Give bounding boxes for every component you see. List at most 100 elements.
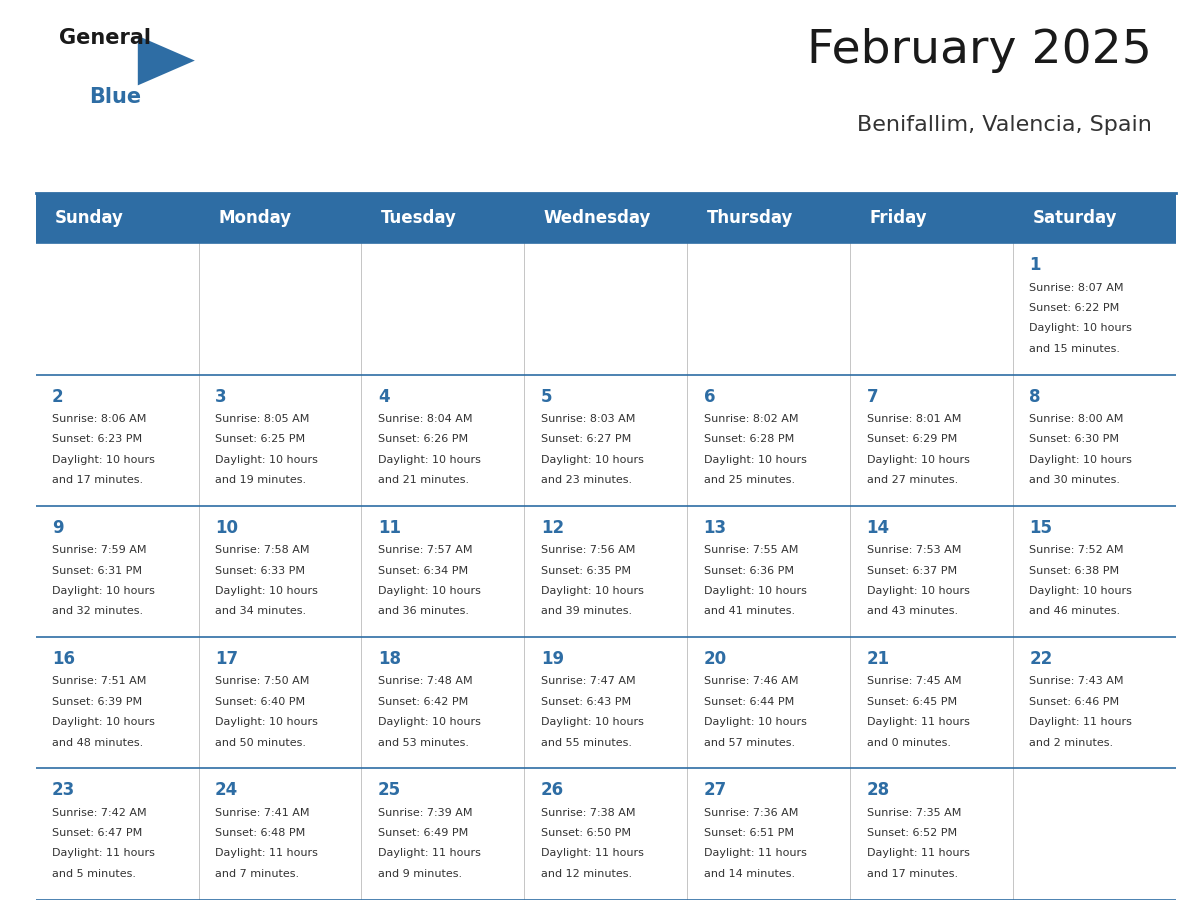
Text: Daylight: 10 hours: Daylight: 10 hours	[541, 454, 644, 465]
Text: 24: 24	[215, 781, 238, 800]
Text: and 53 minutes.: and 53 minutes.	[378, 737, 469, 747]
Text: February 2025: February 2025	[808, 28, 1152, 73]
Text: 9: 9	[52, 519, 63, 537]
Text: General: General	[59, 28, 151, 48]
Text: Daylight: 10 hours: Daylight: 10 hours	[378, 717, 481, 727]
Text: Sunset: 6:45 PM: Sunset: 6:45 PM	[866, 697, 956, 707]
Text: and 34 minutes.: and 34 minutes.	[215, 606, 307, 616]
Text: Sunrise: 7:39 AM: Sunrise: 7:39 AM	[378, 808, 473, 818]
Text: Sunset: 6:40 PM: Sunset: 6:40 PM	[215, 697, 305, 707]
Text: Sunrise: 8:06 AM: Sunrise: 8:06 AM	[52, 414, 146, 424]
Text: and 19 minutes.: and 19 minutes.	[215, 475, 307, 485]
Text: 14: 14	[866, 519, 890, 537]
Text: Sunrise: 7:59 AM: Sunrise: 7:59 AM	[52, 545, 146, 555]
Text: 26: 26	[541, 781, 564, 800]
Text: Sunset: 6:26 PM: Sunset: 6:26 PM	[378, 434, 468, 444]
Text: Sunset: 6:25 PM: Sunset: 6:25 PM	[215, 434, 305, 444]
Text: Daylight: 10 hours: Daylight: 10 hours	[866, 454, 969, 465]
Text: and 27 minutes.: and 27 minutes.	[866, 475, 958, 485]
Text: Sunset: 6:52 PM: Sunset: 6:52 PM	[866, 828, 956, 838]
Text: Sunset: 6:38 PM: Sunset: 6:38 PM	[1030, 565, 1119, 576]
Text: Sunrise: 8:03 AM: Sunrise: 8:03 AM	[541, 414, 636, 424]
Text: Sunrise: 7:52 AM: Sunrise: 7:52 AM	[1030, 545, 1124, 555]
Text: Daylight: 11 hours: Daylight: 11 hours	[52, 848, 154, 858]
Text: 6: 6	[703, 387, 715, 406]
Text: 20: 20	[703, 650, 727, 668]
Text: Sunset: 6:22 PM: Sunset: 6:22 PM	[1030, 303, 1120, 313]
Text: and 17 minutes.: and 17 minutes.	[52, 475, 143, 485]
Text: Thursday: Thursday	[707, 209, 794, 227]
Text: and 25 minutes.: and 25 minutes.	[703, 475, 795, 485]
Text: 28: 28	[866, 781, 890, 800]
Text: Daylight: 10 hours: Daylight: 10 hours	[52, 717, 154, 727]
Text: Sunset: 6:42 PM: Sunset: 6:42 PM	[378, 697, 468, 707]
Text: Sunset: 6:34 PM: Sunset: 6:34 PM	[378, 565, 468, 576]
Text: and 17 minutes.: and 17 minutes.	[866, 868, 958, 879]
Text: and 12 minutes.: and 12 minutes.	[541, 868, 632, 879]
Text: Sunset: 6:31 PM: Sunset: 6:31 PM	[52, 565, 141, 576]
Text: Sunset: 6:27 PM: Sunset: 6:27 PM	[541, 434, 631, 444]
Text: Sunrise: 7:46 AM: Sunrise: 7:46 AM	[703, 677, 798, 687]
Text: Sunset: 6:29 PM: Sunset: 6:29 PM	[866, 434, 956, 444]
Text: Daylight: 10 hours: Daylight: 10 hours	[1030, 454, 1132, 465]
Text: Sunset: 6:28 PM: Sunset: 6:28 PM	[703, 434, 794, 444]
Text: 10: 10	[215, 519, 238, 537]
Text: and 48 minutes.: and 48 minutes.	[52, 737, 144, 747]
Text: Sunrise: 7:35 AM: Sunrise: 7:35 AM	[866, 808, 961, 818]
Text: 13: 13	[703, 519, 727, 537]
Text: Sunset: 6:51 PM: Sunset: 6:51 PM	[703, 828, 794, 838]
Text: and 7 minutes.: and 7 minutes.	[215, 868, 299, 879]
Text: Sunrise: 7:45 AM: Sunrise: 7:45 AM	[866, 677, 961, 687]
Text: 19: 19	[541, 650, 564, 668]
Text: Friday: Friday	[870, 209, 928, 227]
Text: Daylight: 10 hours: Daylight: 10 hours	[541, 586, 644, 596]
Text: Daylight: 10 hours: Daylight: 10 hours	[378, 586, 481, 596]
Text: Sunrise: 7:50 AM: Sunrise: 7:50 AM	[215, 677, 309, 687]
Text: and 15 minutes.: and 15 minutes.	[1030, 343, 1120, 353]
Text: Sunset: 6:35 PM: Sunset: 6:35 PM	[541, 565, 631, 576]
Text: Sunrise: 8:02 AM: Sunrise: 8:02 AM	[703, 414, 798, 424]
Text: and 43 minutes.: and 43 minutes.	[866, 606, 958, 616]
Text: Sunrise: 7:56 AM: Sunrise: 7:56 AM	[541, 545, 636, 555]
Text: and 50 minutes.: and 50 minutes.	[215, 737, 305, 747]
Text: Daylight: 10 hours: Daylight: 10 hours	[1030, 586, 1132, 596]
Text: and 41 minutes.: and 41 minutes.	[703, 606, 795, 616]
Text: Daylight: 10 hours: Daylight: 10 hours	[378, 454, 481, 465]
Text: Sunset: 6:48 PM: Sunset: 6:48 PM	[215, 828, 305, 838]
Text: and 55 minutes.: and 55 minutes.	[541, 737, 632, 747]
Text: Sunset: 6:37 PM: Sunset: 6:37 PM	[866, 565, 956, 576]
Text: 1: 1	[1030, 256, 1041, 274]
Text: Sunrise: 7:36 AM: Sunrise: 7:36 AM	[703, 808, 798, 818]
Text: Sunset: 6:23 PM: Sunset: 6:23 PM	[52, 434, 143, 444]
Text: Saturday: Saturday	[1032, 209, 1117, 227]
Text: Sunset: 6:50 PM: Sunset: 6:50 PM	[541, 828, 631, 838]
Text: 12: 12	[541, 519, 564, 537]
Text: 17: 17	[215, 650, 238, 668]
Text: and 23 minutes.: and 23 minutes.	[541, 475, 632, 485]
Text: Sunrise: 7:55 AM: Sunrise: 7:55 AM	[703, 545, 798, 555]
Text: Daylight: 10 hours: Daylight: 10 hours	[215, 454, 317, 465]
Text: Sunrise: 8:05 AM: Sunrise: 8:05 AM	[215, 414, 309, 424]
Text: Daylight: 11 hours: Daylight: 11 hours	[866, 848, 969, 858]
Text: Daylight: 10 hours: Daylight: 10 hours	[541, 717, 644, 727]
Text: Sunrise: 7:48 AM: Sunrise: 7:48 AM	[378, 677, 473, 687]
Text: Sunset: 6:43 PM: Sunset: 6:43 PM	[541, 697, 631, 707]
Text: Benifallim, Valencia, Spain: Benifallim, Valencia, Spain	[858, 115, 1152, 135]
Text: Daylight: 10 hours: Daylight: 10 hours	[52, 454, 154, 465]
Text: and 57 minutes.: and 57 minutes.	[703, 737, 795, 747]
Text: Sunrise: 7:43 AM: Sunrise: 7:43 AM	[1030, 677, 1124, 687]
Text: 8: 8	[1030, 387, 1041, 406]
Text: 11: 11	[378, 519, 400, 537]
Text: Sunset: 6:44 PM: Sunset: 6:44 PM	[703, 697, 794, 707]
Text: Sunset: 6:47 PM: Sunset: 6:47 PM	[52, 828, 143, 838]
Text: and 21 minutes.: and 21 minutes.	[378, 475, 469, 485]
Text: Blue: Blue	[89, 87, 141, 107]
Text: 3: 3	[215, 387, 227, 406]
Text: Wednesday: Wednesday	[544, 209, 651, 227]
Text: 21: 21	[866, 650, 890, 668]
Text: Sunrise: 7:42 AM: Sunrise: 7:42 AM	[52, 808, 146, 818]
Text: Sunset: 6:49 PM: Sunset: 6:49 PM	[378, 828, 468, 838]
Text: Sunset: 6:36 PM: Sunset: 6:36 PM	[703, 565, 794, 576]
Text: 27: 27	[703, 781, 727, 800]
Text: Daylight: 10 hours: Daylight: 10 hours	[215, 717, 317, 727]
